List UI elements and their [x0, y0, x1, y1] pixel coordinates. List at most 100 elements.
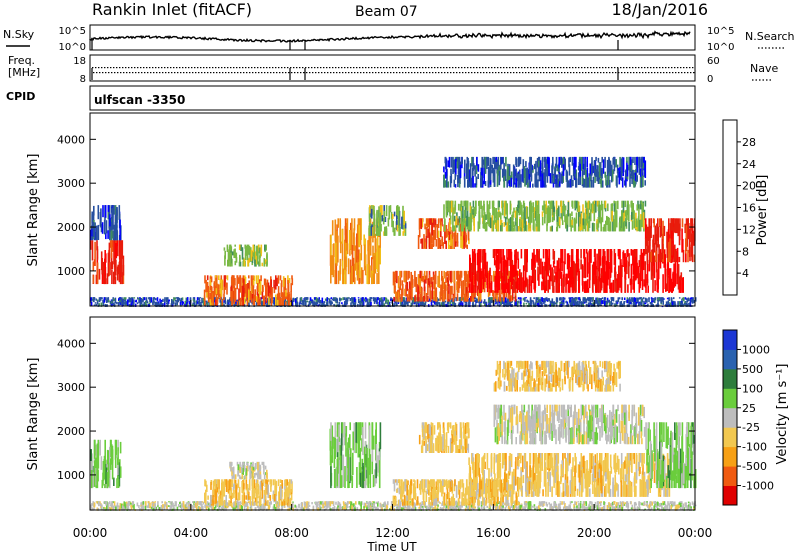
freq-dot	[93, 72, 95, 74]
freq-dot	[467, 67, 469, 69]
freq-dot	[413, 67, 415, 69]
station-title: Rankin Inlet (fitACF)	[92, 0, 252, 19]
freq-dot	[582, 72, 584, 74]
freq-dot	[486, 72, 488, 74]
power-panel	[90, 156, 697, 308]
freq-dot	[662, 67, 664, 69]
freq-dot	[255, 72, 257, 74]
ytick-label: 3000	[57, 177, 85, 190]
freq-dot	[224, 67, 226, 69]
freq-dot	[572, 67, 574, 69]
freq-dot	[330, 72, 332, 74]
freq-dot	[105, 72, 107, 74]
freq-dot	[434, 67, 436, 69]
freq-dot	[491, 67, 493, 69]
colorbar-cell	[723, 485, 737, 506]
freq-dot	[471, 72, 473, 74]
freq-dot	[197, 67, 199, 69]
freq-dot	[206, 67, 208, 69]
freq-dot	[428, 67, 430, 69]
freq-dot	[279, 72, 281, 74]
freq-dot	[383, 67, 385, 69]
freq-dot	[458, 67, 460, 69]
freq-dot	[362, 67, 364, 69]
freq-dot	[609, 72, 611, 74]
freq-dot	[435, 72, 437, 74]
freq-dot	[411, 72, 413, 74]
freq-dot	[350, 67, 352, 69]
freq-dot	[515, 67, 517, 69]
colorbar-tick-label: -100	[742, 441, 767, 454]
freq-dot	[129, 72, 131, 74]
freq-dot	[521, 67, 523, 69]
plot-power-region-11	[644, 218, 696, 263]
freq-dot	[573, 72, 575, 74]
freq-dot	[639, 72, 641, 74]
freq-dot	[345, 72, 347, 74]
freq-dot	[408, 72, 410, 74]
freq-dot	[336, 72, 338, 74]
freq-dot	[438, 72, 440, 74]
freq-dot	[477, 72, 479, 74]
freq-dot	[495, 72, 497, 74]
freq-dot	[215, 67, 217, 69]
freq-dot	[590, 67, 592, 69]
freq-dot	[678, 72, 680, 74]
colorbar-tick-label: 8	[742, 245, 749, 258]
nave-tick-low: 0	[707, 74, 713, 85]
freq-dot	[536, 67, 538, 69]
freq-dot	[141, 72, 143, 74]
freq-dot	[576, 72, 578, 74]
freq-dot	[92, 67, 94, 69]
freq-dot	[347, 67, 349, 69]
freq-dot	[114, 72, 116, 74]
power-ylabel: Slant Range [km]	[26, 154, 41, 267]
freq-dot	[611, 67, 613, 69]
ytick-label: 4000	[57, 133, 85, 146]
freq-dot	[180, 72, 182, 74]
freq-dot	[473, 67, 475, 69]
freq-dot	[267, 72, 269, 74]
freq-dot	[686, 67, 688, 69]
freq-dot	[324, 72, 326, 74]
freq-dot	[272, 67, 274, 69]
nave-label: Nave	[750, 62, 778, 75]
freq-dot	[548, 67, 550, 69]
freq-dot	[659, 67, 661, 69]
freq-dot	[636, 72, 638, 74]
freq-dot	[290, 67, 292, 69]
freq-dot	[111, 72, 113, 74]
freq-dot	[510, 72, 512, 74]
freq-dot	[537, 72, 539, 74]
freq-dot	[450, 72, 452, 74]
freq-dot	[509, 67, 511, 69]
freq-dot	[380, 67, 382, 69]
freq-dot	[234, 72, 236, 74]
freq-dot	[681, 72, 683, 74]
freq-dot	[375, 72, 377, 74]
plot-power-region-0	[90, 240, 125, 285]
freq-dot	[372, 72, 374, 74]
freq-dot	[587, 67, 589, 69]
freq-dot	[368, 67, 370, 69]
freq-dot	[104, 67, 106, 69]
freq-dot	[558, 72, 560, 74]
freq-dot	[213, 72, 215, 74]
freq-dot	[485, 67, 487, 69]
freq-dot	[672, 72, 674, 74]
freq-dot	[156, 72, 158, 74]
freq-dot	[99, 72, 101, 74]
freq-dot	[270, 72, 272, 74]
freq-dot	[530, 67, 532, 69]
freq-dot	[134, 67, 136, 69]
freq-dot	[651, 72, 653, 74]
freq-dot	[273, 72, 275, 74]
freq-dot	[665, 67, 667, 69]
freq-dot	[107, 67, 109, 69]
date-label: 18/Jan/2016	[611, 0, 708, 19]
freq-dot	[549, 72, 551, 74]
freq-dot	[195, 72, 197, 74]
freq-dot	[650, 67, 652, 69]
freq-dot	[552, 72, 554, 74]
freq-dot	[117, 72, 119, 74]
